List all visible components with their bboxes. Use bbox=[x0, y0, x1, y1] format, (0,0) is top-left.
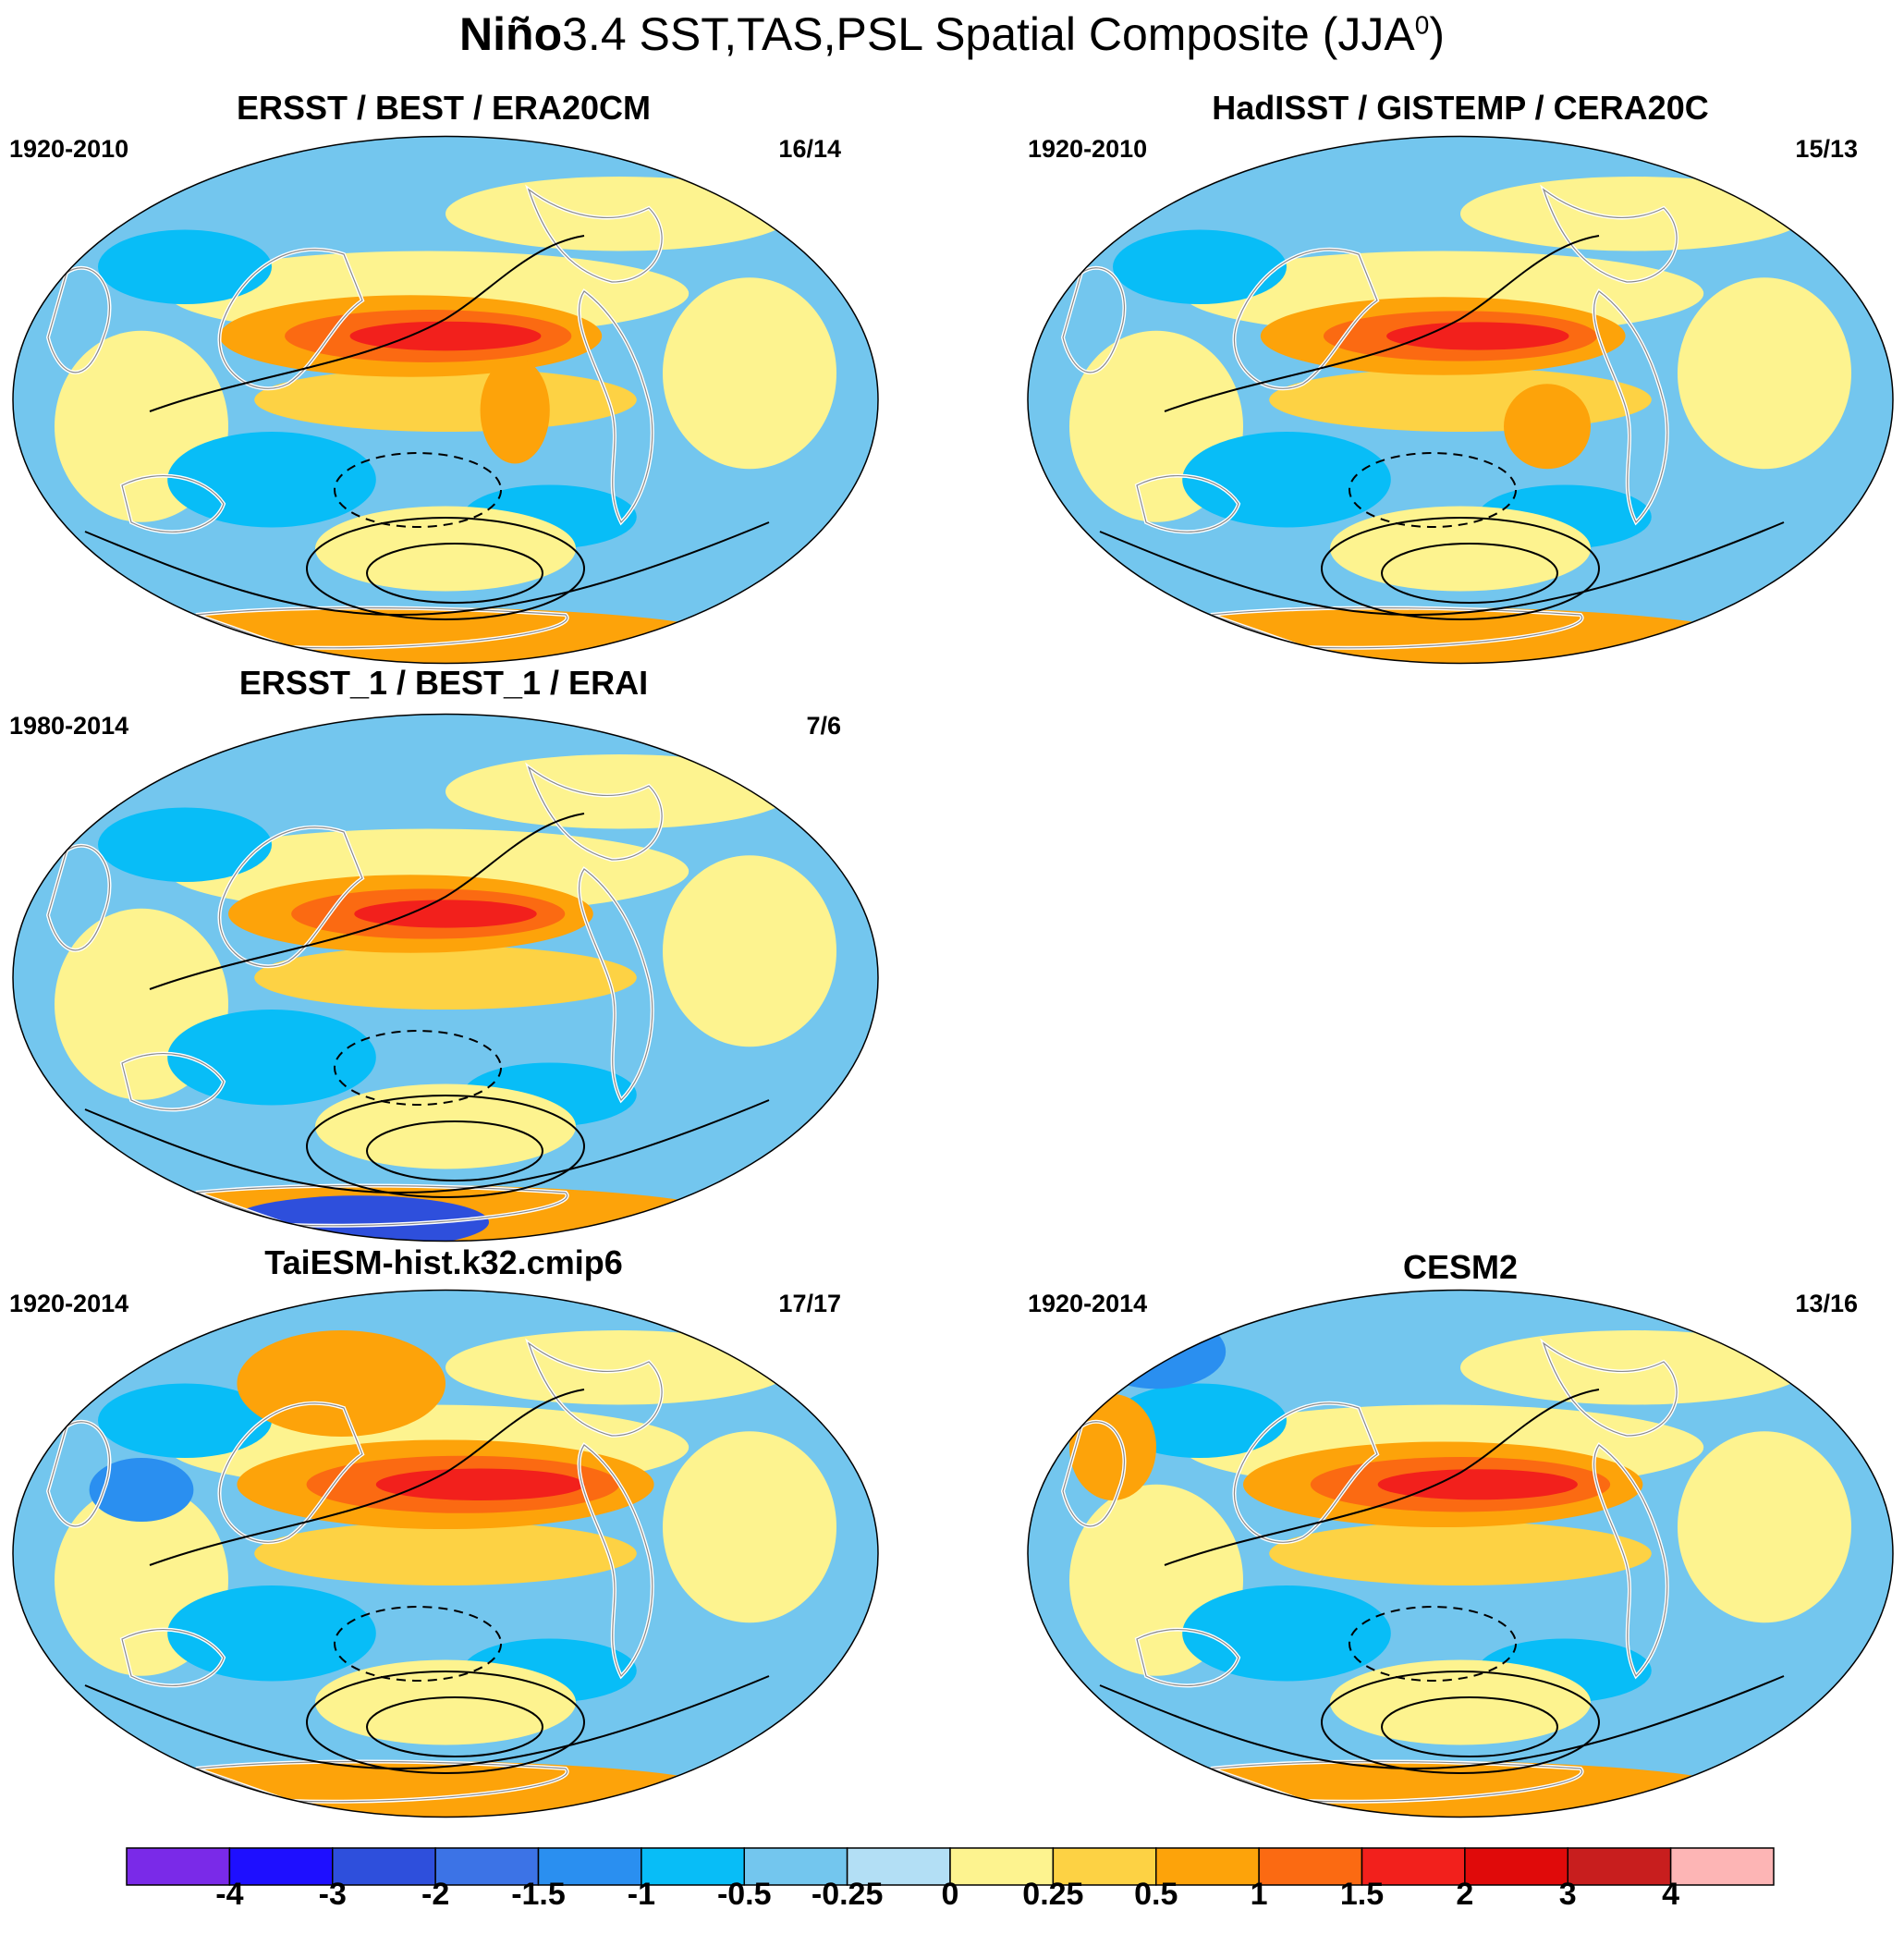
panel-2-map bbox=[1026, 134, 1895, 670]
panel-1-title: ERSST / BEST / ERA20CM bbox=[236, 89, 652, 127]
panel-3-period: 1980-2014 bbox=[9, 712, 129, 740]
colorbar-tick-label: 4 bbox=[1662, 1877, 1680, 1912]
colorbar-tick-label: 1 bbox=[1250, 1877, 1268, 1912]
colorbar-box bbox=[846, 1847, 951, 1886]
panel-5-count: 13/16 bbox=[1795, 1290, 1858, 1317]
figure-title: Niño3.4 SST,TAS,PSL Spatial Composite (J… bbox=[459, 8, 1445, 60]
panel-5-map bbox=[1026, 1288, 1895, 1824]
colorbar-box bbox=[1155, 1847, 1260, 1886]
colorbar-tick-label: -0.5 bbox=[716, 1877, 772, 1912]
colorbar-tick-label: -4 bbox=[215, 1877, 244, 1912]
panel-1-count: 16/14 bbox=[778, 135, 841, 163]
colorbar-tick-label: -1.5 bbox=[511, 1877, 566, 1912]
colorbar-tick-label: 0.25 bbox=[1022, 1877, 1084, 1912]
panel-5-title: CESM2 bbox=[1402, 1248, 1519, 1286]
colorbar-tick-label: 1.5 bbox=[1339, 1877, 1385, 1912]
colorbar-box bbox=[1361, 1847, 1466, 1886]
colorbar-box bbox=[1669, 1847, 1775, 1886]
panel-1-period: 1920-2010 bbox=[9, 135, 129, 163]
panel-2-period: 1920-2010 bbox=[1028, 135, 1148, 163]
panel-4-count: 17/17 bbox=[778, 1290, 841, 1317]
colorbar-tick-label: -2 bbox=[421, 1877, 450, 1912]
panel-5-period: 1920-2014 bbox=[1028, 1290, 1148, 1317]
colorbar-box bbox=[228, 1847, 334, 1886]
colorbar bbox=[126, 1847, 1775, 1886]
colorbar-box bbox=[126, 1847, 231, 1886]
panel-4-period: 1920-2014 bbox=[9, 1290, 129, 1317]
panel-3-title: ERSST_1 / BEST_1 / ERAI bbox=[238, 664, 649, 702]
colorbar-box bbox=[949, 1847, 1055, 1886]
colorbar-box bbox=[1258, 1847, 1363, 1886]
panel-2-title: HadISST / GISTEMP / CERA20C bbox=[1212, 89, 1709, 127]
panel-1-map bbox=[11, 134, 880, 670]
panel-3-map bbox=[11, 712, 880, 1248]
colorbar-box bbox=[641, 1847, 745, 1886]
colorbar-box bbox=[1464, 1847, 1568, 1886]
colorbar-tick-label: -3 bbox=[318, 1877, 347, 1912]
colorbar-tick-label: 0.5 bbox=[1134, 1877, 1178, 1912]
colorbar-box bbox=[537, 1847, 642, 1886]
colorbar-box bbox=[743, 1847, 848, 1886]
colorbar-box bbox=[1567, 1847, 1672, 1886]
colorbar-tick-label: 2 bbox=[1456, 1877, 1474, 1912]
panel-4-title: TaiESM-hist.k32.cmip6 bbox=[264, 1243, 623, 1281]
panel-2-count: 15/13 bbox=[1795, 135, 1858, 163]
panel-4-map bbox=[11, 1288, 880, 1824]
colorbar-tick-label: 3 bbox=[1558, 1877, 1577, 1912]
panel-3-count: 7/6 bbox=[806, 712, 841, 740]
colorbar-box bbox=[434, 1847, 540, 1886]
colorbar-tick-label: -0.25 bbox=[811, 1877, 884, 1912]
colorbar-tick-label: 0 bbox=[941, 1877, 959, 1912]
colorbar-tick-label: -1 bbox=[627, 1877, 655, 1912]
